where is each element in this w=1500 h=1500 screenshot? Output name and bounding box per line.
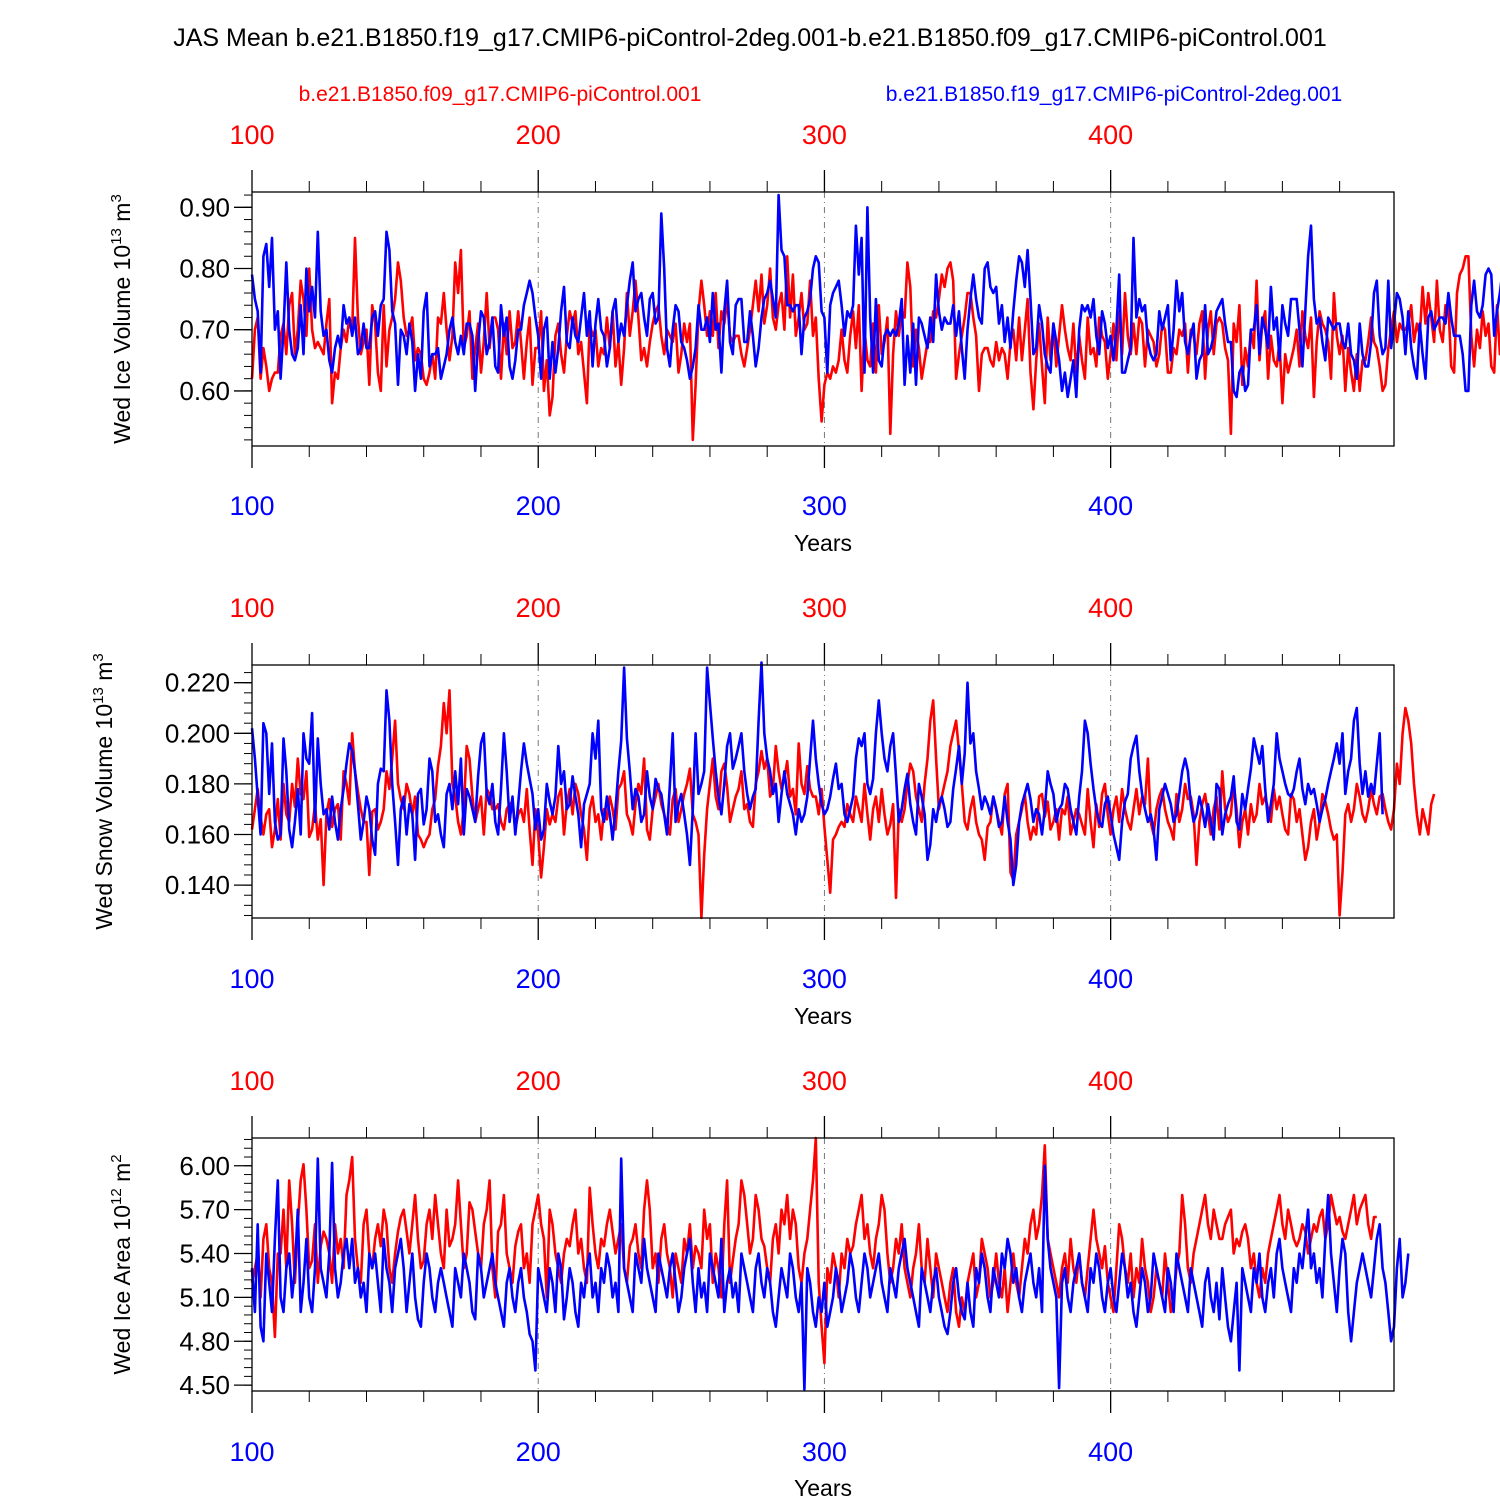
y-axis-label-ylabel-unit: m: [91, 662, 117, 688]
y-axis-label-ylabel-exp: 12: [108, 1188, 125, 1205]
y-axis-label-ylabel-unit: m: [109, 203, 135, 229]
y-axis-label: Wed Ice Volume 1013 m3: [108, 194, 135, 444]
y-axis-label: Wed Ice Area 1012 m2: [108, 1154, 135, 1374]
bottom-axis-tick-label: 200: [516, 491, 561, 521]
bottom-axis-tick-label: 400: [1088, 491, 1133, 521]
bottom-axis-tick-label: 200: [516, 1437, 561, 1467]
bottom-axis-tick-label: 200: [516, 964, 561, 994]
x-axis-label: Years: [794, 530, 852, 556]
legend-blue-label: b.e21.B1850.f19_g17.CMIP6-piControl-2deg…: [886, 83, 1342, 106]
bottom-axis-tick-label: 300: [802, 1437, 847, 1467]
y-tick-label: 0.90: [179, 192, 230, 222]
y-tick-label: 6.00: [179, 1151, 230, 1181]
legend-red-label: b.e21.B1850.f09_g17.CMIP6-piControl.001: [299, 83, 702, 106]
y-axis-label-ylabel-main: Wed Snow Volume 10: [91, 704, 117, 930]
figure-title: JAS Mean b.e21.B1850.f19_g17.CMIP6-piCon…: [173, 24, 1327, 52]
series-line-blue: [250, 193, 1500, 399]
y-axis-label-ylabel-main: Wed Ice Area 10: [109, 1205, 135, 1375]
y-axis-label-ylabel-main: Wed Ice Volume 10: [109, 245, 135, 444]
series-line-blue: [250, 661, 1384, 887]
top-axis-tick-label: 300: [802, 593, 847, 623]
series-line-red: [250, 236, 1500, 442]
bottom-axis-tick-label: 400: [1088, 1437, 1133, 1467]
y-tick-label: 0.160: [165, 820, 230, 850]
top-axis-tick-label: 100: [229, 1066, 274, 1096]
y-tick-label: 0.80: [179, 254, 230, 284]
y-tick-label: 5.70: [179, 1195, 230, 1225]
y-axis-label-ylabel-exp: 13: [108, 228, 125, 245]
top-axis-tick-label: 400: [1088, 593, 1133, 623]
bottom-axis-tick-label: 100: [229, 1437, 274, 1467]
bottom-axis-tick-label: 300: [802, 964, 847, 994]
panel-snow-volume: 100 100 200 200 300 300 400 400 Years 0.220 0.200 0…: [90, 593, 1436, 1029]
top-axis-tick-label: 300: [802, 120, 847, 150]
y-tick-label: 0.180: [165, 769, 230, 799]
top-axis-tick-label: 200: [516, 593, 561, 623]
series-line-red: [250, 1136, 1377, 1365]
x-axis-label: Years: [794, 1003, 852, 1029]
bottom-axis-tick-label: 300: [802, 491, 847, 521]
top-axis-tick-label: 100: [229, 120, 274, 150]
y-axis-label-ylabel-exp: 13: [90, 687, 107, 704]
bottom-axis-tick-label: 100: [229, 491, 274, 521]
y-axis-label-ylabel-unit-exp: 3: [108, 194, 125, 202]
y-tick-label: 0.140: [165, 870, 230, 900]
bottom-axis-tick-label: 100: [229, 964, 274, 994]
y-axis-label: Wed Snow Volume 1013 m3: [90, 653, 117, 929]
y-tick-label: 0.70: [179, 315, 230, 345]
y-tick-label: 5.40: [179, 1239, 230, 1269]
y-tick-label: 0.60: [179, 376, 230, 406]
x-axis-label: Years: [794, 1475, 852, 1500]
y-tick-label: 4.50: [179, 1370, 230, 1400]
y-axis-label-ylabel-unit-exp: 3: [90, 653, 107, 661]
top-axis-tick-label: 100: [229, 593, 274, 623]
top-axis-tick-label: 200: [516, 1066, 561, 1096]
plot-frame: [251, 191, 1395, 447]
top-axis-tick-label: 300: [802, 1066, 847, 1096]
y-tick-label: 4.80: [179, 1326, 230, 1356]
top-axis-tick-label: 200: [516, 120, 561, 150]
top-axis-tick-label: 400: [1088, 1066, 1133, 1096]
panel-ice-area: 100 100 200 200 300 300 400 400 Years 6.00 5.70 5.4…: [108, 1066, 1410, 1500]
plot-frame: [251, 1137, 1395, 1392]
y-tick-label: 0.220: [165, 668, 230, 698]
y-axis-label-ylabel-unit: m: [109, 1163, 135, 1189]
y-tick-label: 0.200: [165, 718, 230, 748]
top-axis-tick-label: 400: [1088, 120, 1133, 150]
plot-frame: [251, 664, 1395, 919]
series-line-blue: [250, 1157, 1410, 1391]
panel-ice-volume: 100 100 200 200 300 300 400 400 Years 0.90 0.80 0.7…: [108, 120, 1500, 556]
y-tick-label: 5.10: [179, 1282, 230, 1312]
bottom-axis-tick-label: 400: [1088, 964, 1133, 994]
y-axis-label-ylabel-unit-exp: 2: [108, 1154, 125, 1162]
